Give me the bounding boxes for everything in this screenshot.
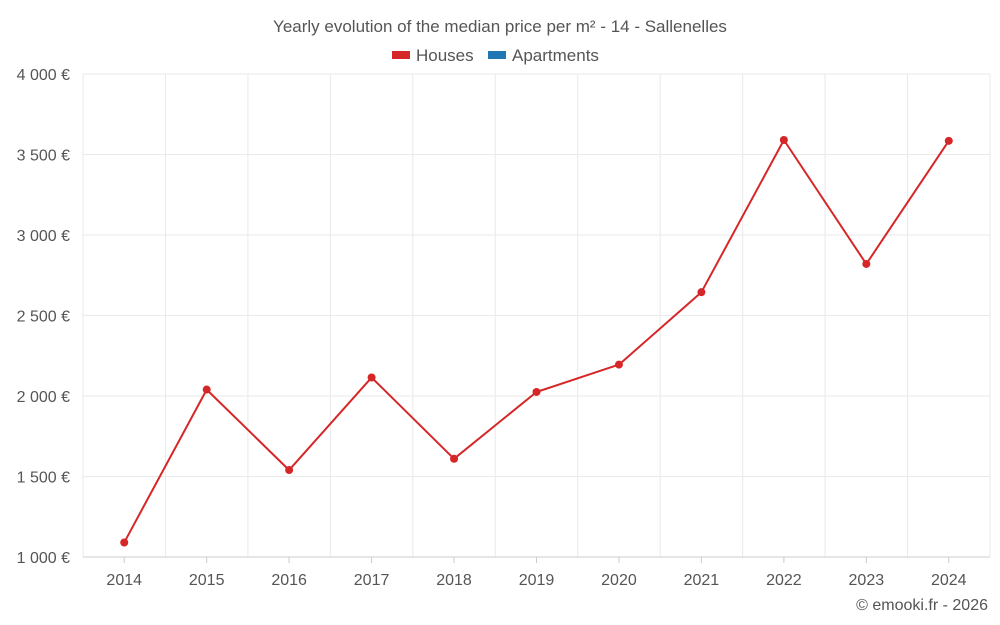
houses-point-2014[interactable] [120,538,129,547]
x-tick-label: 2015 [189,572,225,589]
houses-point-2021[interactable] [697,288,706,297]
legend-item-houses[interactable]: Houses [392,46,474,65]
series-houses [120,136,953,547]
houses-point-2015[interactable] [202,385,211,394]
y-tick-label: 1 500 € [17,470,70,487]
chart-title: Yearly evolution of the median price per… [273,17,727,36]
legend-label-houses: Houses [416,46,474,65]
houses-point-2020[interactable] [614,360,623,369]
y-tick-label: 2 500 € [17,309,70,326]
houses-point-2024[interactable] [944,136,953,145]
legend-label-apartments: Apartments [512,46,599,65]
houses-point-2016[interactable] [285,466,294,475]
x-tick-label: 2016 [271,572,307,589]
x-tick-label: 2024 [931,572,967,589]
x-tick-label: 2019 [519,572,555,589]
y-tick-label: 4 000 € [17,67,70,84]
houses-point-2022[interactable] [779,136,788,145]
houses-point-2019[interactable] [532,387,541,396]
legend: Houses Apartments [392,46,599,65]
y-tick-label: 1 000 € [17,550,70,567]
houses-point-2018[interactable] [450,454,459,463]
x-tick-label: 2020 [601,572,637,589]
credit-text: © emooki.fr - 2026 [856,597,988,614]
x-tick-label: 2017 [354,572,390,589]
x-tick-label: 2021 [684,572,720,589]
x-tick-label: 2018 [436,572,472,589]
legend-swatch-houses [392,51,410,59]
y-tick-label: 2 000 € [17,389,70,406]
x-tick-label: 2022 [766,572,802,589]
y-tick-label: 3 000 € [17,228,70,245]
legend-swatch-apartments [488,51,506,59]
houses-point-2017[interactable] [367,373,376,382]
houses-point-2023[interactable] [862,259,871,268]
axes: 1 000 € 1 500 € 2 000 € 2 500 € 3 000 € 3 500… [17,67,990,589]
legend-item-apartments[interactable]: Apartments [488,46,599,65]
y-tick-label: 3 500 € [17,148,70,165]
grid [82,73,991,557]
x-tick-label: 2023 [849,572,885,589]
x-tick-label: 2014 [106,572,142,589]
